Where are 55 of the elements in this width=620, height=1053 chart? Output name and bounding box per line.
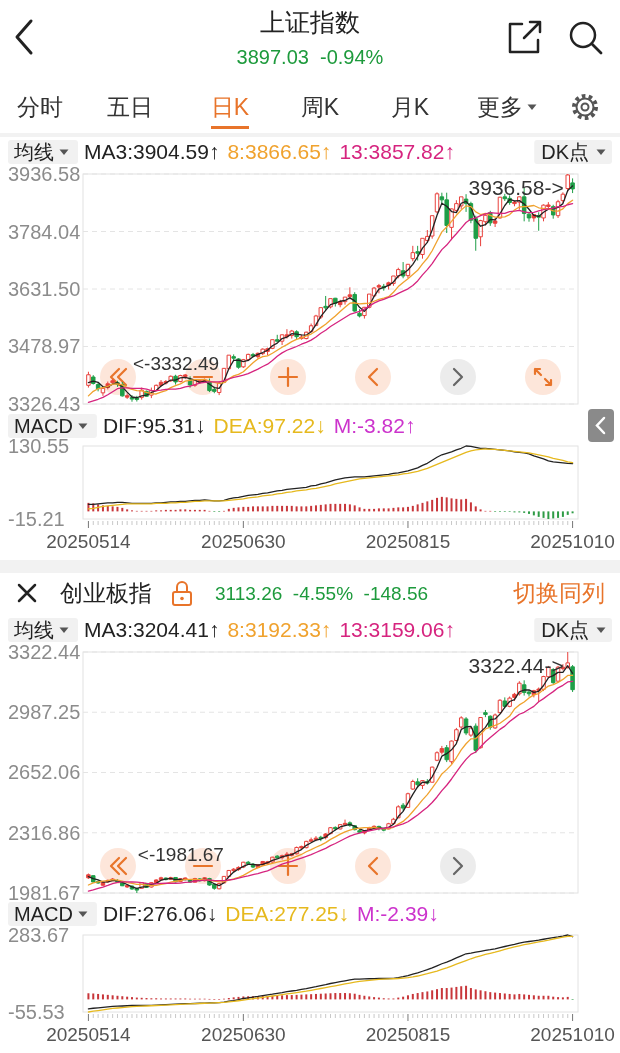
annotation: 3936.58->	[468, 176, 564, 199]
y-tick-label: 3936.58	[8, 163, 81, 185]
annotation: <-1981.67	[137, 844, 224, 865]
annotation: 3322.44->	[468, 654, 564, 677]
text: M:-2.39↓	[357, 902, 439, 925]
y-tick-label: 3326.43	[8, 393, 81, 415]
y-tick-label: 3784.04	[8, 220, 81, 243]
y-tick-label: 3631.50	[8, 278, 81, 300]
chart-title: 上证指数	[260, 8, 360, 36]
x-tick-label: 20250815	[365, 531, 451, 552]
text: MA3:3204.41↑	[84, 618, 220, 641]
text: M:-3.82↑	[333, 414, 416, 437]
text: 月K	[390, 94, 430, 120]
y-tick-label: 1981.67	[8, 882, 81, 904]
chart-subtitle: 3113.26 -4.55% -148.56	[215, 583, 429, 604]
text: DK点	[541, 619, 589, 641]
text: DIF:276.06↓	[102, 902, 218, 925]
text: 五日	[107, 94, 153, 120]
y-tick-label: 3478.97	[8, 335, 81, 358]
y-tick-label: 2316.86	[8, 821, 81, 844]
y-tick-label: -55.53	[8, 1001, 65, 1023]
legend-title: MACD	[14, 415, 73, 437]
chart-title: 创业板指	[60, 580, 152, 606]
x-tick-label: 20251010	[530, 531, 615, 552]
y-tick-label: -15.21	[8, 508, 65, 530]
chart-subtitle: 3897.03 -0.94%	[236, 46, 384, 68]
text: 分时	[17, 94, 63, 120]
y-tick-label: 3322.44	[8, 641, 81, 663]
y-tick-label: 2987.25	[8, 701, 81, 724]
x-tick-label: 20250514	[46, 531, 132, 552]
x-tick-label: 20251010	[530, 1024, 615, 1045]
y-tick-label: 283.67	[8, 924, 70, 946]
text: DEA:277.25↓	[225, 902, 350, 925]
legend-title: MACD	[14, 903, 73, 925]
text: 8:3192.33↑	[227, 618, 332, 641]
legend-title: 均线	[13, 619, 54, 641]
text: 13:3159.06↑	[339, 618, 455, 641]
text: 13:3857.82↑	[339, 140, 455, 163]
text: DEA:97.22↓	[213, 414, 326, 437]
x-tick-label: 20250630	[201, 531, 286, 552]
text: 周K	[300, 94, 340, 120]
text: DIF:95.31↓	[102, 414, 206, 437]
y-tick-label: 130.55	[8, 435, 70, 457]
text: 切换同列	[513, 580, 605, 606]
text: MA3:3904.59↑	[84, 140, 220, 163]
legend-title: 均线	[13, 141, 54, 163]
y-tick-label: 2652.06	[8, 761, 81, 784]
x-tick-label: 20250815	[365, 1024, 451, 1045]
text: 8:3866.65↑	[227, 140, 332, 163]
text: 日K	[210, 94, 250, 120]
x-tick-label: 20250630	[201, 1024, 286, 1045]
text: 更多	[477, 94, 523, 120]
text: DK点	[541, 141, 589, 163]
x-tick-label: 20250514	[46, 1024, 132, 1045]
annotation: <-3332.49	[133, 352, 220, 374]
